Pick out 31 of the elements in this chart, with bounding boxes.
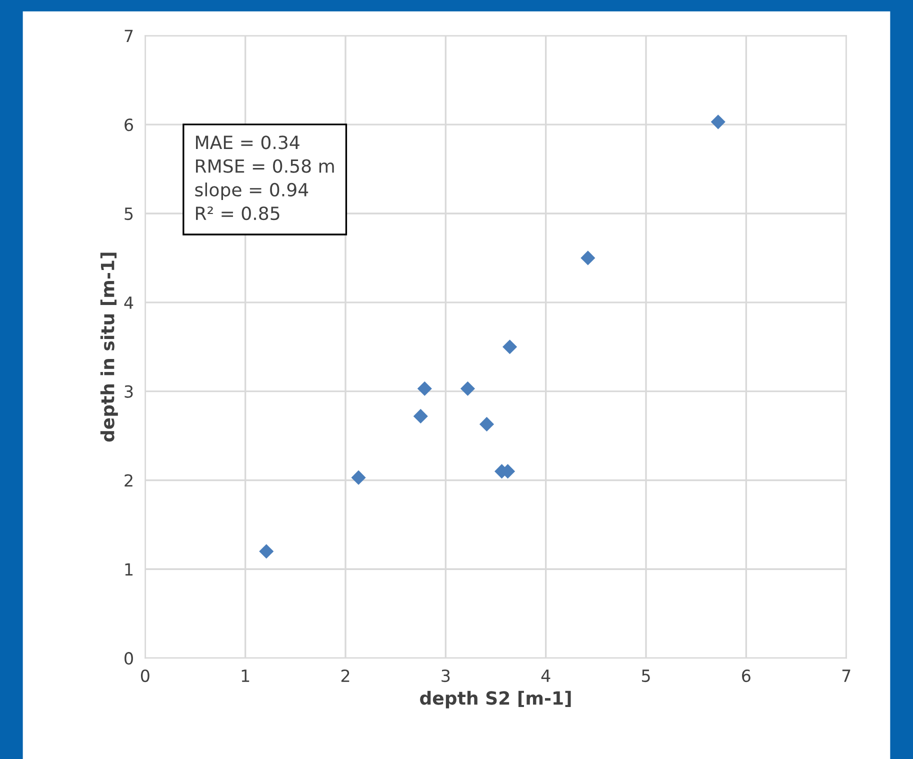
- y-tick-label: 2: [124, 474, 132, 487]
- y-tick-label: 4: [124, 296, 134, 309]
- x-tick-label: 1: [242, 670, 250, 682]
- y-tick-label: 0: [124, 652, 133, 665]
- point: [502, 340, 518, 354]
- y-tick-label: 3: [124, 385, 133, 398]
- x-tick-label: 4: [541, 670, 550, 682]
- x-axis-title: depth S2 [m-1]: [420, 690, 571, 708]
- x-tick-label: 3: [442, 669, 450, 682]
- point: [710, 114, 726, 130]
- point: [413, 408, 428, 424]
- annotation: RMSE = 0.58 m: [196, 159, 334, 173]
- y-tick-label: 6: [124, 118, 134, 132]
- x-tick-label: 0: [140, 669, 150, 682]
- x-tick-label: 5: [642, 670, 650, 682]
- y-axis-title: depth in situ [m-1]: [100, 252, 118, 442]
- x-tick-label: 6: [742, 669, 750, 682]
- x-tick-label: 7: [842, 670, 850, 682]
- point: [259, 544, 274, 559]
- point: [460, 381, 475, 396]
- point: [479, 416, 494, 432]
- y-tick-label: 5: [124, 208, 133, 220]
- annotation: slope = 0.94: [195, 182, 308, 200]
- y-tick-label: 1: [125, 563, 133, 576]
- x-tick-label: 2: [341, 669, 350, 682]
- annotation: R² = 0.85: [196, 206, 280, 220]
- y-tick-label: 7: [124, 30, 133, 42]
- annotation: MAE = 0.34: [196, 136, 300, 150]
- point: [351, 470, 366, 485]
- point: [417, 381, 432, 396]
- point: [580, 250, 596, 266]
